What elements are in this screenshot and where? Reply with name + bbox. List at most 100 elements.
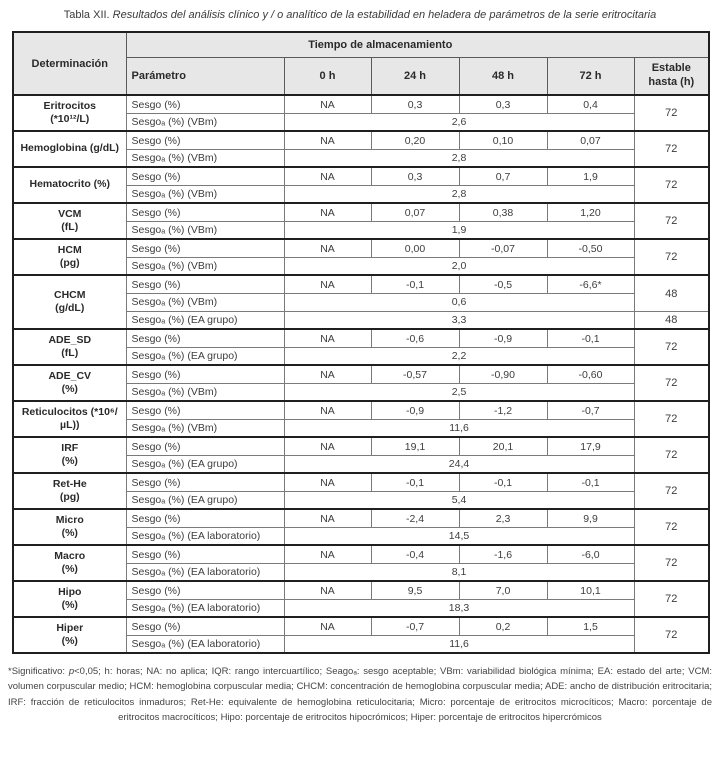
header-row-1: Determinación Tiempo de almacenamiento bbox=[12, 31, 710, 96]
determination-line: Ret-He bbox=[52, 477, 87, 490]
determination-line: (%) bbox=[61, 455, 78, 468]
value-cell: 0,38 bbox=[458, 202, 548, 222]
table-row: Sesgoₐ (%) (VBm) 2,0 bbox=[13, 256, 709, 276]
parameter-cell: Sesgoₐ (%) (EA grupo) bbox=[125, 346, 285, 366]
value-cell: 0,2 bbox=[458, 616, 548, 636]
value-cell: NA bbox=[283, 94, 372, 114]
table-row: Sesgoₐ (%) (VBm) 11,6 bbox=[13, 418, 709, 438]
table-header: Determinación Tiempo de almacenamiento P… bbox=[12, 31, 710, 96]
table-row: Micro (%) Sesgo (%) NA -2,4 2,3 9,9 72 bbox=[12, 508, 710, 546]
value-cell: -0,07 bbox=[458, 238, 548, 258]
parameter-cell: Sesgo (%) bbox=[125, 508, 285, 528]
header-tiempo-almacenamiento: Tiempo de almacenamiento bbox=[125, 31, 635, 58]
header-time-0h: 0 h bbox=[283, 56, 372, 96]
table-row: Reticulocitos (*10⁶/µL)) Sesgo (%) NA -0,9-… bbox=[12, 400, 710, 438]
parameter-cell: Sesgo (%) bbox=[125, 616, 285, 636]
determination-line: (%) bbox=[61, 383, 78, 396]
determination-cell: IRF (%) bbox=[12, 436, 127, 474]
value-cell: -0,1 bbox=[458, 472, 548, 492]
merged-value-cell: 3,3 bbox=[283, 310, 635, 330]
value-cell: NA bbox=[283, 238, 372, 258]
estable-cell: 72 bbox=[633, 580, 710, 618]
parameter-cell: Sesgo (%) bbox=[125, 202, 285, 222]
table-row: Ret-He (pg) Sesgo (%) NA -0,1 -0,1 -0,1 72 bbox=[12, 472, 710, 510]
merged-value-cell: 2,0 bbox=[283, 256, 635, 276]
value-cell: 0,3 bbox=[458, 94, 548, 114]
value-cell: -0,5 bbox=[458, 274, 548, 294]
parameter-cell: Sesgo (%) bbox=[125, 274, 285, 294]
value-cell: NA bbox=[283, 166, 372, 186]
value-cell: -0,1 bbox=[546, 328, 635, 348]
determination-cell: HCM (pg) bbox=[12, 238, 127, 276]
header-determinacion: Determinación bbox=[12, 31, 127, 96]
merged-value-cell: 1,9 bbox=[283, 220, 635, 240]
parameter-cell: Sesgo (%) bbox=[125, 166, 285, 186]
determination-line: Hiper bbox=[56, 621, 84, 634]
merged-value-cell: 2,6 bbox=[283, 112, 635, 132]
table-row: IRF (%) Sesgo (%) NA 19,1 20,1 17,9 72 bbox=[12, 436, 710, 474]
value-cell: 9,5 bbox=[370, 580, 460, 600]
value-cell: -6,0 bbox=[546, 544, 635, 564]
header-empty-cell bbox=[634, 31, 710, 58]
determination-line: (pg) bbox=[59, 257, 80, 270]
determination-cell: Hipo (%) bbox=[12, 580, 127, 618]
estable-cell: 72 bbox=[633, 508, 710, 546]
value-cell: NA bbox=[283, 328, 372, 348]
merged-value-cell: 11,6 bbox=[283, 418, 635, 438]
determination-cell: Hematocrito (%) bbox=[12, 166, 127, 204]
stability-table: Determinación Tiempo de almacenamiento P… bbox=[12, 31, 711, 655]
estable-cell: 72 bbox=[633, 364, 710, 402]
parameter-cell: Sesgo (%) bbox=[125, 328, 285, 348]
estable-cell: 72 bbox=[633, 616, 710, 654]
determination-line: µL)) bbox=[60, 419, 80, 432]
table-row: Hematocrito (%) Sesgo (%) NA 0,3 0,7 1,9 72 bbox=[12, 166, 710, 204]
determination-cell: CHCM (g/dL) bbox=[12, 274, 127, 330]
value-cell: 1,20 bbox=[546, 202, 635, 222]
estable-cell: 48 bbox=[633, 274, 710, 312]
determination-cell: Macro (%) bbox=[12, 544, 127, 582]
parameter-cell: Sesgoₐ (%) (EA grupo) bbox=[125, 454, 285, 474]
determination-line: (%) bbox=[61, 563, 78, 576]
estable-cell: 72 bbox=[633, 238, 710, 276]
parameter-cell: Sesgoₐ (%) (EA laboratorio) bbox=[125, 598, 285, 618]
value-cell: NA bbox=[283, 580, 372, 600]
value-cell: 0,07 bbox=[370, 202, 460, 222]
determination-line: Micro bbox=[55, 513, 84, 526]
determination-line: (pg) bbox=[59, 491, 80, 504]
determination-line: Macro bbox=[54, 549, 86, 562]
determination-line: (g/dL) bbox=[55, 302, 85, 315]
table-row: Sesgoₐ (%) (EA laboratorio) 18,3 bbox=[13, 598, 709, 618]
parameter-cell: Sesgo (%) bbox=[125, 472, 285, 492]
determination-line: (%) bbox=[61, 599, 78, 612]
value-cell: -0,9 bbox=[458, 328, 548, 348]
parameter-cell: Sesgoₐ (%) (VBm) bbox=[125, 256, 285, 276]
determination-line: VCM bbox=[58, 207, 82, 220]
value-cell: -0,1 bbox=[370, 472, 460, 492]
value-cell: -0,57 bbox=[370, 364, 460, 384]
value-cell: -0,90 bbox=[458, 364, 548, 384]
table-body: Eritrocitos (*10¹²/L) Sesgo (%) NA 0,3 0,3 0,4… bbox=[12, 94, 710, 654]
estable-cell: 72 bbox=[633, 544, 710, 582]
parameter-cell: Sesgoₐ (%) (EA laboratorio) bbox=[125, 526, 285, 546]
estable-cell: 72 bbox=[633, 400, 710, 438]
parameter-cell: Sesgoₐ (%) (EA laboratorio) bbox=[125, 634, 285, 654]
determination-line: ADE_CV bbox=[48, 369, 92, 382]
merged-value-cell: 2,8 bbox=[283, 184, 635, 204]
parameter-cell: Sesgo (%) bbox=[125, 400, 285, 420]
header-parametro: Parámetro bbox=[125, 56, 285, 96]
parameter-cell: Sesgoₐ (%) (VBm) bbox=[125, 220, 285, 240]
parameter-cell: Sesgo (%) bbox=[125, 436, 285, 456]
determination-line: CHCM bbox=[54, 288, 86, 301]
estable-cell: 72 bbox=[633, 436, 710, 474]
value-cell: -0,50 bbox=[546, 238, 635, 258]
determination-cell: VCM (fL) bbox=[12, 202, 127, 240]
parameter-cell: Sesgoₐ (%) (EA grupo) bbox=[125, 490, 285, 510]
value-cell: 0,07 bbox=[546, 130, 635, 150]
parameter-cell: Sesgoₐ (%) (VBm) bbox=[125, 148, 285, 168]
value-cell: NA bbox=[283, 400, 372, 420]
parameter-cell: Sesgoₐ (%) (VBm) bbox=[125, 382, 285, 402]
table-row: CHCM (g/dL) Sesgo (%) NA -0,1 -0,5 -6,6* 48 bbox=[12, 274, 710, 330]
determination-cell: Hiper (%) bbox=[12, 616, 127, 654]
determination-cell: Reticulocitos (*10⁶/µL)) bbox=[12, 400, 127, 438]
